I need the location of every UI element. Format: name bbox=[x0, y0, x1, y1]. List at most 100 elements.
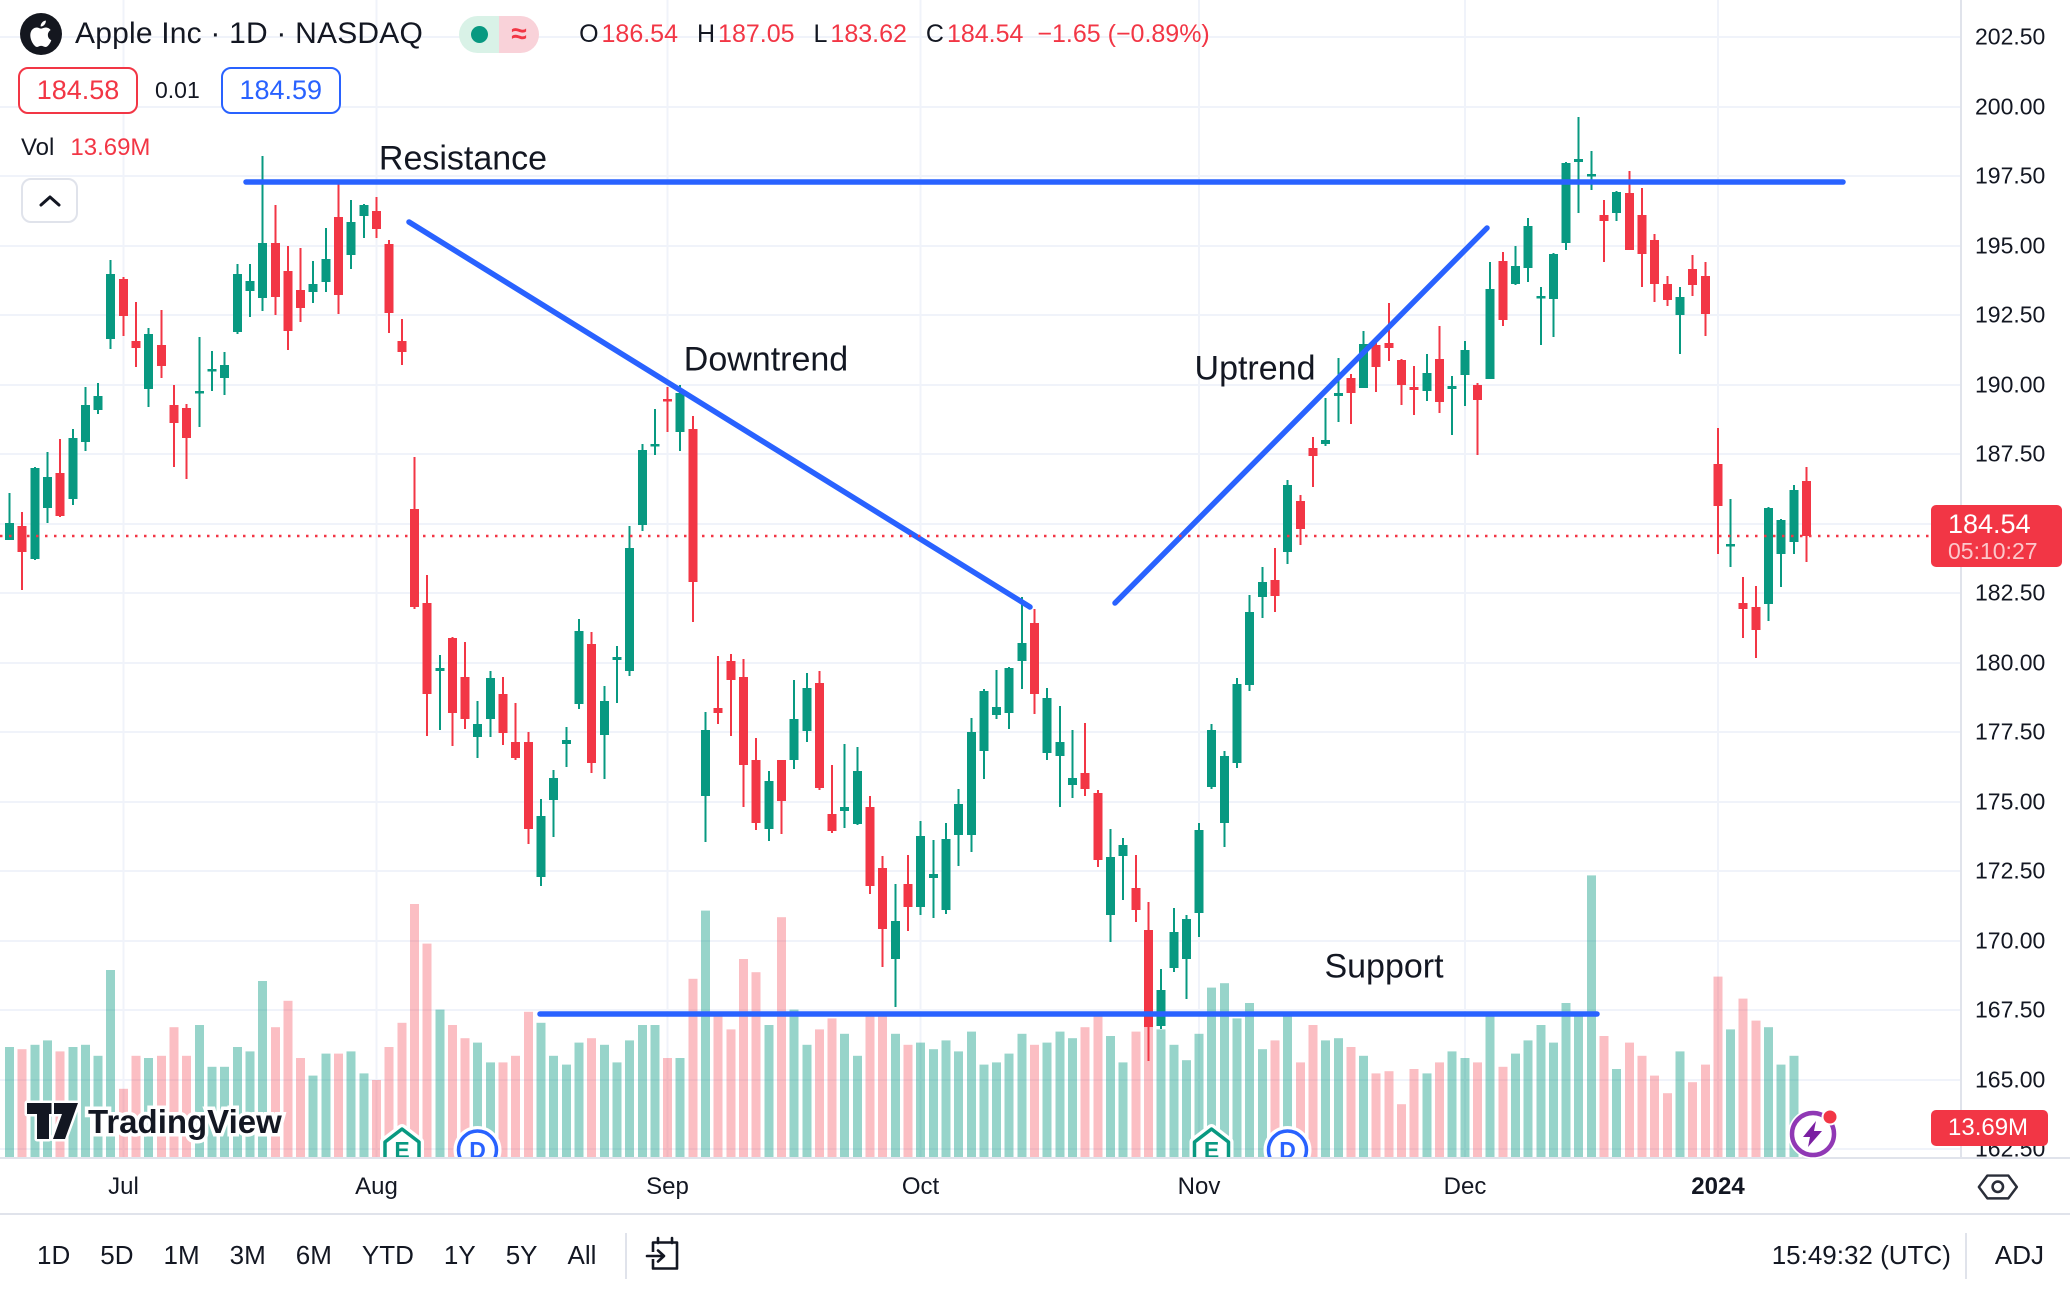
range-button-3m[interactable]: 3M bbox=[217, 1230, 279, 1281]
volume-bar bbox=[1308, 1025, 1318, 1157]
volume-bar bbox=[1258, 1049, 1267, 1157]
volume-bar bbox=[119, 1088, 128, 1157]
candle bbox=[1802, 467, 1811, 562]
range-button-6m[interactable]: 6M bbox=[283, 1230, 345, 1281]
range-button-1d[interactable]: 1D bbox=[24, 1230, 83, 1281]
candle bbox=[751, 738, 761, 830]
range-button-1y[interactable]: 1Y bbox=[431, 1230, 489, 1281]
time-axis-label: Oct bbox=[901, 1173, 940, 1200]
volume-bar bbox=[1473, 1062, 1482, 1157]
price-axis-label: 170.00 bbox=[1975, 927, 2046, 954]
volume-bar bbox=[220, 1066, 229, 1157]
volume-bar bbox=[1485, 1011, 1495, 1157]
volume-bar bbox=[321, 1053, 331, 1157]
chevron-up-icon bbox=[39, 195, 60, 206]
resistance-label[interactable]: Resistance bbox=[378, 139, 548, 178]
volume-bar bbox=[1422, 1073, 1432, 1157]
candle bbox=[524, 732, 533, 844]
candle bbox=[106, 260, 115, 349]
volume-bar bbox=[359, 1073, 369, 1157]
collapse-legend-button[interactable] bbox=[21, 178, 78, 223]
price-axis-label: 195.00 bbox=[1975, 232, 2046, 259]
candle bbox=[1017, 597, 1027, 689]
candle bbox=[448, 637, 457, 746]
candle bbox=[1789, 485, 1799, 554]
volume-bar bbox=[1106, 1036, 1115, 1157]
volume-bar bbox=[182, 1055, 191, 1157]
range-button-1m[interactable]: 1M bbox=[151, 1230, 213, 1281]
time-axis-label: Aug bbox=[355, 1173, 398, 1200]
time-axis[interactable]: Jul Aug Sep Oct Nov Dec 2024 bbox=[0, 1157, 2070, 1214]
volume-bar bbox=[764, 1025, 774, 1157]
ohlc-readout: O 186.54 H 187.05 L 183.62 C 184.54 −1.65 (−… bbox=[579, 20, 1210, 49]
uptrend-line[interactable] bbox=[1112, 225, 1490, 606]
candle bbox=[992, 670, 1001, 719]
buy-ask-button[interactable]: 184.59 bbox=[220, 66, 341, 114]
candle bbox=[1776, 519, 1786, 587]
symbol-title[interactable]: Apple Inc · 1D · NASDAQ bbox=[75, 17, 424, 50]
close-label: C bbox=[925, 19, 944, 48]
price-axis-label: 202.50 bbox=[1975, 23, 2046, 50]
candle bbox=[1068, 730, 1077, 798]
candle bbox=[954, 789, 963, 866]
open-value: 186.54 bbox=[601, 19, 678, 48]
volume-bar bbox=[1042, 1042, 1052, 1157]
price-axis-label: 167.50 bbox=[1975, 996, 2046, 1023]
low-value: 183.62 bbox=[830, 19, 907, 48]
range-button-all[interactable]: All bbox=[555, 1230, 610, 1281]
time-axis-label: Sep bbox=[646, 1173, 689, 1200]
price-axis-label: 200.00 bbox=[1975, 93, 2046, 120]
support-label[interactable]: Support bbox=[1324, 947, 1444, 986]
go-to-date-button[interactable] bbox=[645, 1235, 687, 1277]
axis-settings-gear-icon[interactable] bbox=[1976, 1167, 2020, 1212]
volume-bar bbox=[1663, 1093, 1672, 1157]
candle bbox=[1093, 790, 1103, 867]
volume-bar bbox=[802, 1044, 812, 1157]
candle bbox=[1511, 246, 1520, 285]
volume-bar bbox=[1738, 998, 1748, 1157]
last-price-badge: 184.54 05:10:27 bbox=[1931, 505, 2062, 567]
volume-bar bbox=[157, 1055, 166, 1157]
candle bbox=[1726, 499, 1735, 567]
volume-bar bbox=[853, 1055, 862, 1157]
volume-label: Vol bbox=[21, 134, 55, 161]
uptrend-label[interactable]: Uptrend bbox=[1194, 349, 1316, 388]
volume-bar bbox=[233, 1047, 242, 1157]
candle bbox=[5, 493, 14, 540]
candle bbox=[17, 512, 27, 590]
market-status-toggle[interactable]: ≈ bbox=[459, 15, 540, 53]
volume-bar bbox=[941, 1040, 951, 1157]
candle bbox=[119, 277, 128, 336]
candle bbox=[68, 429, 78, 505]
volume-bar bbox=[131, 1055, 141, 1157]
volume-bar bbox=[448, 1025, 457, 1157]
volume-bar bbox=[1093, 1016, 1103, 1157]
volume-bar bbox=[1270, 1040, 1280, 1157]
candle bbox=[1321, 398, 1330, 446]
change-value: −1.65 (−0.89%) bbox=[1037, 19, 1210, 48]
adjust-data-button[interactable]: ADJ bbox=[1981, 1230, 2058, 1281]
range-button-ytd[interactable]: YTD bbox=[349, 1230, 427, 1281]
volume-bar bbox=[296, 1058, 305, 1157]
sell-bid-button[interactable]: 184.58 bbox=[18, 66, 138, 114]
apple-logo-icon[interactable] bbox=[20, 13, 62, 55]
volume-bar bbox=[865, 1016, 875, 1157]
tradingview-watermark[interactable]: TradingView bbox=[24, 1100, 286, 1144]
candle bbox=[182, 404, 191, 479]
gridlines-layer bbox=[0, 0, 1960, 1157]
candle bbox=[157, 310, 166, 378]
range-button-5d[interactable]: 5D bbox=[87, 1230, 146, 1281]
candle bbox=[1485, 262, 1495, 379]
range-button-5y[interactable]: 5Y bbox=[493, 1230, 551, 1281]
instant-trading-icon[interactable] bbox=[1785, 1105, 1845, 1166]
volume-bar bbox=[486, 1062, 495, 1157]
candle bbox=[777, 760, 786, 834]
volume-bar bbox=[144, 1058, 153, 1157]
price-axis[interactable]: 202.50 200.00 197.50 195.00 192.50 190.00 187.… bbox=[1960, 0, 2070, 1213]
downtrend-label[interactable]: Downtrend bbox=[683, 340, 849, 379]
volume-bar bbox=[1536, 1025, 1546, 1157]
price-axis-label: 165.00 bbox=[1975, 1066, 2046, 1093]
downtrend-line[interactable] bbox=[406, 219, 1033, 610]
clock-utc[interactable]: 15:49:32 (UTC) bbox=[1771, 1240, 1951, 1270]
